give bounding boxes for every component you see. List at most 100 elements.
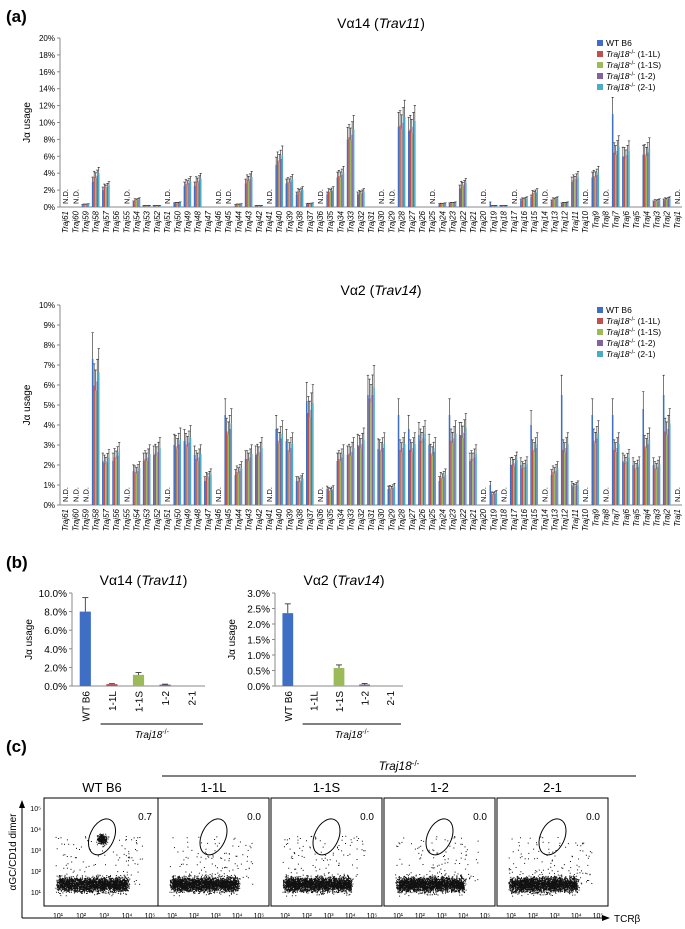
bar <box>654 468 656 505</box>
bar <box>207 478 209 505</box>
bar <box>667 429 669 505</box>
bar <box>157 206 160 207</box>
bar <box>567 443 569 505</box>
bar <box>572 179 575 207</box>
bar <box>229 429 231 505</box>
bar <box>628 458 630 505</box>
bar <box>556 468 559 505</box>
bar <box>381 448 384 505</box>
bar <box>97 173 100 207</box>
bar <box>132 674 145 686</box>
x-tick-label: Traj9 <box>591 210 600 228</box>
x-tick-label: 1-2 <box>361 691 372 706</box>
bar <box>230 423 233 505</box>
legend-swatch <box>597 318 603 324</box>
x-tick-label: Traj19 <box>489 210 498 233</box>
bar <box>83 204 85 207</box>
bar <box>438 481 441 505</box>
chart-title: Vα14 (Trav11) <box>100 572 188 588</box>
bar <box>157 451 160 505</box>
bar <box>668 198 671 207</box>
flow-panel-title: WT B6 <box>82 780 122 795</box>
bar <box>176 203 179 207</box>
x-tick-label: Traj2 <box>663 508 672 526</box>
bar <box>491 206 493 207</box>
bar <box>115 459 117 505</box>
bar <box>225 431 228 505</box>
nd-label: N.D. <box>673 189 682 204</box>
bar <box>614 154 617 207</box>
bar <box>550 201 553 207</box>
x-tick-label: 1-1S <box>135 691 146 712</box>
bar <box>623 156 626 207</box>
bar <box>628 150 630 207</box>
bar <box>154 206 157 207</box>
bar <box>409 449 412 505</box>
bar <box>402 448 404 505</box>
bar <box>305 401 308 505</box>
bar <box>351 134 353 207</box>
bar <box>575 486 578 505</box>
bar <box>448 415 451 505</box>
bar <box>520 200 522 207</box>
y-tick-label: 10⁵ <box>30 806 41 813</box>
bar <box>145 461 148 505</box>
bar <box>91 359 94 505</box>
bar <box>533 452 535 505</box>
bar <box>297 481 299 505</box>
bar <box>594 177 597 207</box>
bar <box>358 446 361 505</box>
bar <box>662 395 665 505</box>
bar <box>103 187 106 207</box>
bar <box>492 494 495 505</box>
bar <box>307 203 310 207</box>
gate-ellipse <box>425 818 454 856</box>
bar <box>534 448 537 505</box>
bar <box>329 490 331 505</box>
bar <box>567 202 569 207</box>
bar <box>658 200 661 207</box>
bar <box>159 447 161 505</box>
panel-label-b: (b) <box>6 553 28 572</box>
x-tick-label: Traj7 <box>612 210 621 228</box>
bar <box>338 175 340 207</box>
bar <box>93 385 95 505</box>
x-tick-label: Traj37 <box>306 210 315 233</box>
x-tick-label: Traj18 <box>500 210 509 233</box>
bar <box>411 452 413 505</box>
bar <box>295 194 298 207</box>
bar <box>86 204 88 207</box>
bar <box>521 468 524 505</box>
bar <box>208 476 211 505</box>
bar <box>502 206 505 207</box>
x-tick-label: 10¹ <box>167 913 178 920</box>
bar <box>189 181 192 207</box>
x-tick-label: Traj19 <box>489 508 498 531</box>
legend-swatch <box>597 73 603 79</box>
bar <box>412 126 415 207</box>
x-tick-label: Traj53 <box>143 210 152 233</box>
bar <box>370 402 372 505</box>
bar <box>193 455 196 505</box>
bar <box>256 453 259 505</box>
x-tick-label: Traj11 <box>571 211 580 233</box>
bar <box>421 443 423 505</box>
nd-label: N.D. <box>479 189 488 204</box>
x-tick-label: 10⁵ <box>145 913 156 920</box>
bar <box>524 467 527 505</box>
y-tick-label: 6% <box>43 152 55 161</box>
bar <box>552 199 554 207</box>
bar <box>458 188 461 207</box>
x-tick-label: Traj54 <box>132 210 141 233</box>
bar <box>275 164 277 207</box>
bar <box>138 199 141 207</box>
bar <box>489 485 492 505</box>
bar <box>137 470 139 505</box>
bar <box>434 447 437 505</box>
chart-title: Vα2 (Trav14) <box>304 572 385 588</box>
bar <box>611 415 614 505</box>
bar <box>183 185 186 207</box>
y-tick-label: 1% <box>43 481 55 490</box>
legend-entry: Traj18-/- (2-1) <box>606 82 656 92</box>
nd-label: N.D. <box>316 487 325 502</box>
